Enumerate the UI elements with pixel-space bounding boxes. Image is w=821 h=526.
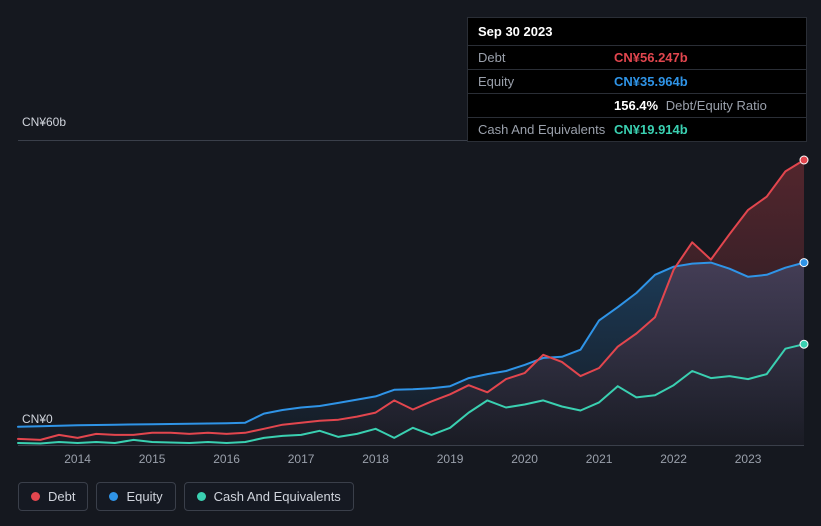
xaxis-tick: 2014 bbox=[64, 452, 91, 466]
xaxis-tick: 2023 bbox=[735, 452, 762, 466]
xaxis-tick: 2022 bbox=[660, 452, 687, 466]
tooltip-key: Cash And Equivalents bbox=[478, 122, 614, 137]
yaxis-label-top: CN¥60b bbox=[22, 115, 66, 129]
legend-label: Cash And Equivalents bbox=[214, 489, 341, 504]
tooltip-val: CN¥19.914b bbox=[614, 122, 688, 137]
tooltip-card: Sep 30 2023 Debt CN¥56.247b Equity CN¥35… bbox=[467, 17, 807, 142]
legend-dot-icon bbox=[197, 492, 206, 501]
yaxis-label-bottom: CN¥0 bbox=[22, 412, 53, 426]
series-end-marker-cash-and-equivalents[interactable] bbox=[800, 340, 808, 348]
tooltip-val: 156.4% bbox=[614, 98, 658, 113]
legend-label: Equity bbox=[126, 489, 162, 504]
tooltip-row-equity: Equity CN¥35.964b bbox=[468, 70, 806, 94]
xaxis-tick: 2021 bbox=[586, 452, 613, 466]
series-end-marker-debt[interactable] bbox=[800, 156, 808, 164]
xaxis-tick: 2017 bbox=[288, 452, 315, 466]
legend-label: Debt bbox=[48, 489, 75, 504]
tooltip-val: CN¥56.247b bbox=[614, 50, 688, 65]
xaxis-tick: 2015 bbox=[139, 452, 166, 466]
legend: Debt Equity Cash And Equivalents bbox=[18, 482, 354, 511]
legend-item-debt[interactable]: Debt bbox=[18, 482, 88, 511]
xaxis-tick: 2019 bbox=[437, 452, 464, 466]
xaxis-tick: 2018 bbox=[362, 452, 389, 466]
tooltip-row-debt: Debt CN¥56.247b bbox=[468, 46, 806, 70]
tooltip-row-cash: Cash And Equivalents CN¥19.914b bbox=[468, 118, 806, 141]
xaxis-tick: 2016 bbox=[213, 452, 240, 466]
tooltip-date: Sep 30 2023 bbox=[468, 18, 806, 46]
legend-dot-icon bbox=[31, 492, 40, 501]
chart-plot[interactable] bbox=[18, 140, 804, 446]
series-end-marker-equity[interactable] bbox=[800, 259, 808, 267]
legend-item-cash-and-equivalents[interactable]: Cash And Equivalents bbox=[184, 482, 354, 511]
tooltip-key: Equity bbox=[478, 74, 614, 89]
tooltip-suffix: Debt/Equity Ratio bbox=[666, 98, 767, 113]
legend-item-equity[interactable]: Equity bbox=[96, 482, 175, 511]
xaxis-tick: 2020 bbox=[511, 452, 538, 466]
legend-dot-icon bbox=[109, 492, 118, 501]
tooltip-key: Debt bbox=[478, 50, 614, 65]
tooltip-key bbox=[478, 98, 614, 113]
tooltip-val: CN¥35.964b bbox=[614, 74, 688, 89]
xaxis: 2014 2015 2016 2017 2018 2019 2020 2021 2022 2023 bbox=[18, 446, 804, 470]
tooltip-row-ratio: 156.4% Debt/Equity Ratio bbox=[468, 94, 806, 118]
